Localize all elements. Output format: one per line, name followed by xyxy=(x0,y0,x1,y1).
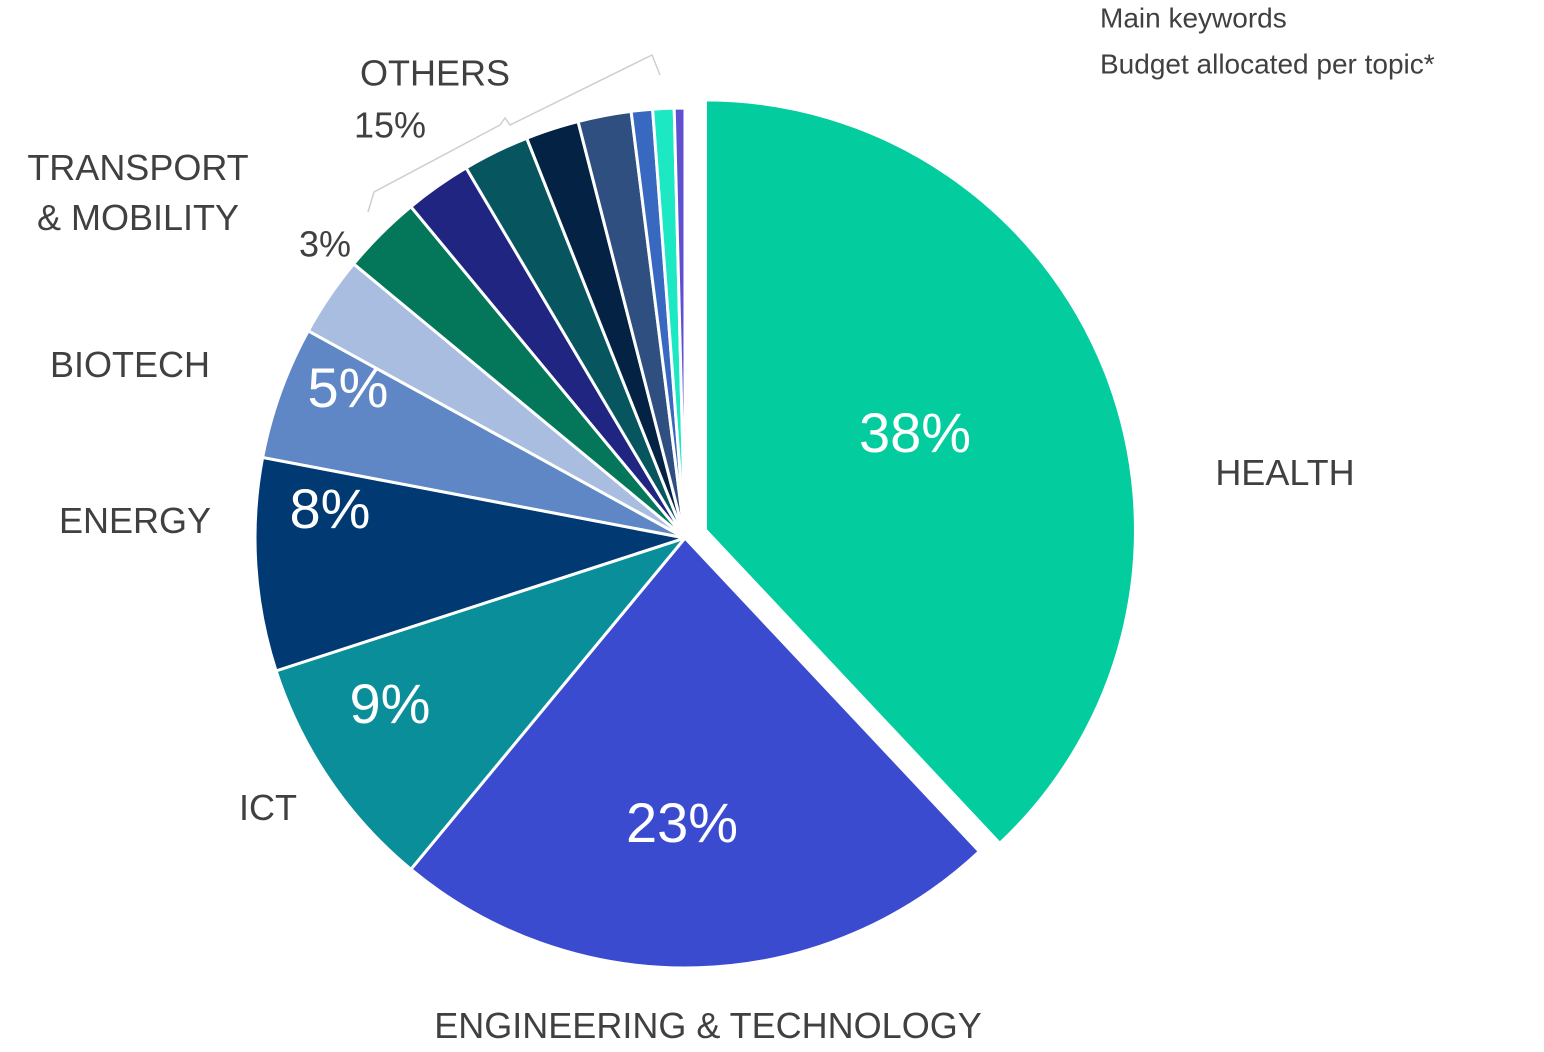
pie-slice xyxy=(409,536,981,970)
value-label: 5% xyxy=(308,356,389,419)
pie-slice xyxy=(274,536,687,871)
others-bracket xyxy=(367,53,661,213)
pie-slice xyxy=(672,106,687,540)
value-label: 8% xyxy=(290,477,371,540)
category-label: HEALTH xyxy=(1215,452,1354,493)
category-label: ENGINEERING & TECHNOLOGY xyxy=(434,1005,981,1046)
pie-slice xyxy=(703,98,1137,845)
value-label: 9% xyxy=(350,672,431,735)
group-label: OTHERS xyxy=(360,53,510,94)
category-label: ICT xyxy=(239,787,297,828)
value-label: 38% xyxy=(859,401,971,464)
pie-slice xyxy=(253,455,687,673)
group-value-label: 15% xyxy=(354,105,426,146)
note: Budget allocated per topic* xyxy=(1100,48,1435,79)
category-label: ENERGY xyxy=(59,500,211,541)
value-label: 3% xyxy=(299,224,351,265)
category-label: BIOTECH xyxy=(50,344,210,385)
value-label: 23% xyxy=(626,791,738,854)
note: Main keywords xyxy=(1100,2,1287,33)
category-label: TRANSPORT & MOBILITY xyxy=(27,147,248,238)
